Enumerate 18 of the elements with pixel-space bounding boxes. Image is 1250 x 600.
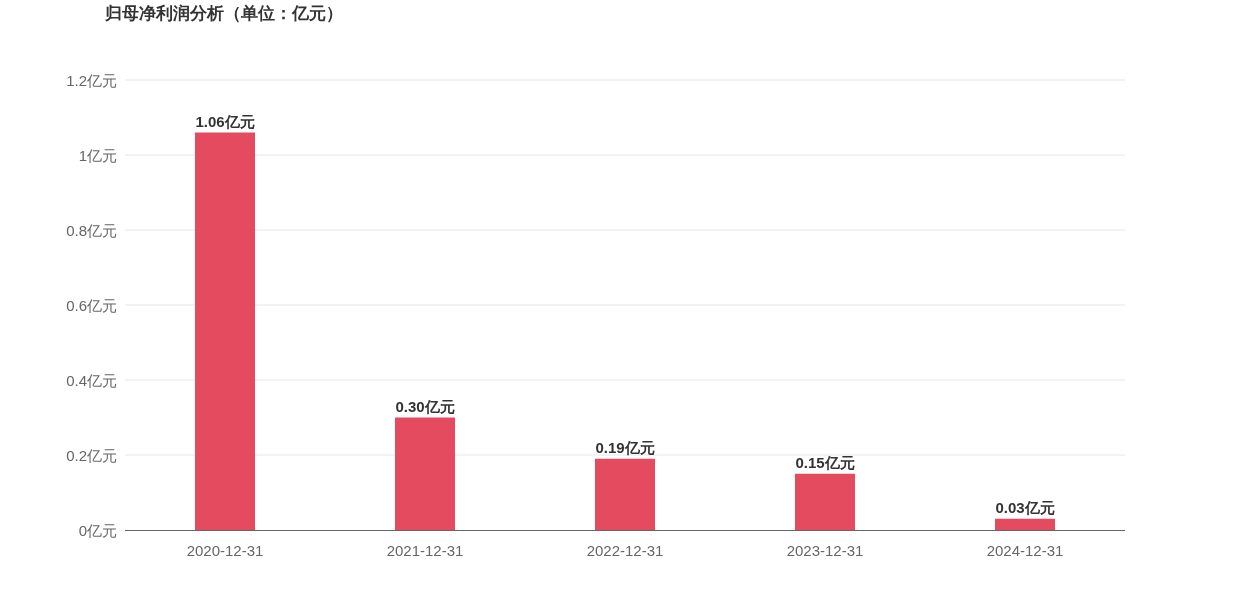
data-label: 0.30亿元 xyxy=(395,397,455,415)
data-label: 0.15亿元 xyxy=(795,453,855,471)
data-label: 0.19亿元 xyxy=(595,438,655,456)
y-tick-label: 0.6亿元 xyxy=(66,296,117,314)
x-tick-label: 2021-12-31 xyxy=(386,541,464,559)
title: 归母净利润分析（单位：亿元） xyxy=(105,4,343,23)
data-label: 0.03亿元 xyxy=(995,498,1055,516)
y-tick-label: 0.8亿元 xyxy=(66,221,117,239)
x-tick-label: 2020-12-31 xyxy=(186,541,264,559)
x-tick-label: 2024-12-31 xyxy=(986,541,1064,559)
x-tick-label: 2023-12-31 xyxy=(786,541,864,559)
y-tick-label: 1亿元 xyxy=(78,146,117,164)
data-label: 1.06亿元 xyxy=(195,112,255,130)
x-tick-label: 2022-12-31 xyxy=(586,541,664,559)
y-tick-label: 0.2亿元 xyxy=(66,446,117,464)
y-tick-label: 0亿元 xyxy=(78,521,117,539)
y-tick-label: 0.4亿元 xyxy=(66,371,117,389)
y-tick-label: 1.2亿元 xyxy=(66,71,117,89)
